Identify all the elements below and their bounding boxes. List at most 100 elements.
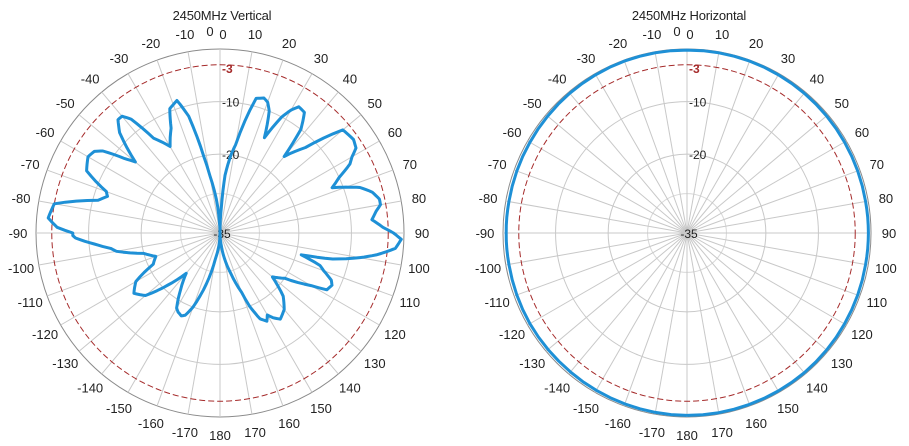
spoke xyxy=(156,59,221,234)
spoke xyxy=(219,232,394,297)
angle-label: -10 xyxy=(643,27,662,42)
spoke xyxy=(686,59,751,234)
angle-label: 80 xyxy=(412,191,426,206)
angle-label: 180 xyxy=(676,428,698,443)
angle-label: -170 xyxy=(172,425,198,440)
angle-label: 70 xyxy=(870,157,884,172)
angle-label: -90 xyxy=(9,226,28,241)
spoke xyxy=(505,232,688,266)
angle-label: 0 xyxy=(206,24,213,39)
angle-label: -50 xyxy=(56,96,75,111)
angle-label: 100 xyxy=(408,261,430,276)
series-line xyxy=(504,48,870,417)
angle-label: 140 xyxy=(339,381,361,396)
spoke xyxy=(46,232,221,297)
angle-label: -130 xyxy=(52,356,78,371)
spoke xyxy=(219,232,402,266)
spoke xyxy=(686,232,720,415)
spoke xyxy=(568,91,688,234)
polar-plot-horizontal: 2450MHz Horizontal 0 10 20 30 40 50 60 70 80 90 10… xyxy=(469,0,909,446)
angle-label: 110 xyxy=(399,295,420,310)
angle-label: -70 xyxy=(21,157,40,172)
angle-label: 40 xyxy=(810,71,824,86)
spoke xyxy=(219,232,284,407)
angle-label: 130 xyxy=(364,356,386,371)
angle-label: -130 xyxy=(519,356,545,371)
angle-label: -30 xyxy=(577,51,596,66)
spoke xyxy=(545,114,688,234)
angle-label: -100 xyxy=(475,261,501,276)
angle-label: -120 xyxy=(32,327,58,342)
angle-label: 30 xyxy=(314,51,328,66)
angle-label: -80 xyxy=(479,191,498,206)
angle-label: 70 xyxy=(403,157,417,172)
spoke xyxy=(686,200,869,234)
spoke xyxy=(505,200,688,234)
spoke xyxy=(686,232,780,393)
angle-label: -70 xyxy=(488,157,507,172)
angle-label: -140 xyxy=(544,381,570,396)
spoke xyxy=(527,232,688,326)
spoke xyxy=(654,51,688,234)
angle-label: 150 xyxy=(310,401,332,416)
angle-label: 60 xyxy=(388,125,402,140)
radial-tick-label: -3 xyxy=(689,62,700,76)
reference-ring xyxy=(51,64,389,402)
angle-label: -30 xyxy=(110,51,129,66)
angle-label: 90 xyxy=(415,226,429,241)
chart-title: 2450MHz Horizontal xyxy=(631,8,747,23)
angle-label: -110 xyxy=(485,295,510,310)
angle-label: -100 xyxy=(8,261,34,276)
radial-tick-label: -35 xyxy=(213,227,231,241)
angle-label: -150 xyxy=(106,401,132,416)
spoke xyxy=(127,73,221,234)
spoke xyxy=(219,200,402,234)
angle-label: -40 xyxy=(81,71,100,86)
spoke xyxy=(219,73,313,234)
angle-label: -160 xyxy=(138,416,164,431)
angle-label: 10 xyxy=(248,27,262,42)
spoke xyxy=(686,232,847,326)
angle-label: 90 xyxy=(882,226,896,241)
angle-label: 150 xyxy=(777,401,799,416)
spoke xyxy=(78,114,221,234)
spoke xyxy=(686,169,861,234)
spoke xyxy=(686,232,869,266)
radial-tick-label: -10 xyxy=(222,96,240,110)
angle-label: -150 xyxy=(573,401,599,416)
angle-label: -110 xyxy=(18,295,43,310)
spoke xyxy=(594,73,688,234)
spoke xyxy=(127,232,221,393)
angle-label: 160 xyxy=(745,416,767,431)
angle-label: 40 xyxy=(343,71,357,86)
angle-label: 140 xyxy=(806,381,828,396)
spoke xyxy=(78,232,221,352)
radial-tick-label: -3 xyxy=(222,62,233,76)
spoke xyxy=(101,232,221,375)
angle-label: 0 xyxy=(219,27,226,42)
angle-label: 30 xyxy=(781,51,795,66)
radial-tick-label: -20 xyxy=(689,148,707,162)
angle-label: 20 xyxy=(749,36,763,51)
angle-label: -20 xyxy=(609,36,628,51)
radial-tick-label: -35 xyxy=(680,227,698,241)
angle-label: 20 xyxy=(282,36,296,51)
angle-label: -50 xyxy=(523,96,542,111)
spoke xyxy=(46,169,221,234)
spoke xyxy=(686,114,829,234)
angle-label: -60 xyxy=(36,125,55,140)
angle-label: 170 xyxy=(244,425,266,440)
spoke xyxy=(219,232,313,393)
angle-label: -10 xyxy=(176,27,195,42)
angle-label: 10 xyxy=(715,27,729,42)
angle-label: 0 xyxy=(673,24,680,39)
angle-label: 120 xyxy=(384,327,406,342)
spoke xyxy=(545,232,688,352)
angle-label: -160 xyxy=(605,416,631,431)
spoke xyxy=(38,232,221,266)
polar-plot-vertical: 2450MHz Vertical 0 10 20 30 40 50 60 70 80 90 100 1… xyxy=(2,0,442,446)
angle-label: -80 xyxy=(12,191,31,206)
angle-label: 50 xyxy=(368,96,382,111)
spoke xyxy=(686,73,780,234)
